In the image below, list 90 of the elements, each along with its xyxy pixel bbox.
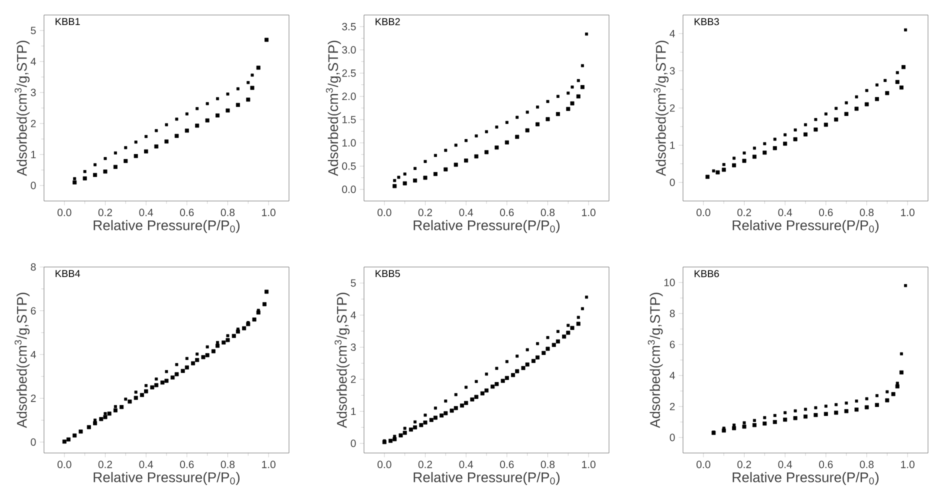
x-tick-label: 0.0 [378, 208, 392, 216]
y-tick-label: 3.0 [342, 46, 356, 54]
y-tick-label: 2 [30, 394, 36, 402]
y-tick-label: 2 [350, 376, 356, 383]
y-tick-label: 2 [670, 402, 675, 410]
y-tick-label: 8 [670, 310, 675, 318]
x-tick-label: 0.6 [180, 460, 194, 468]
x-tick-label: 1.0 [262, 460, 276, 468]
y-tick-label: 8 [30, 263, 36, 271]
y-tick-label: 0.5 [342, 162, 356, 170]
y-tick-label: 2.5 [342, 69, 356, 77]
x-tick-label: 1.0 [262, 208, 276, 216]
y-tick-label: 5 [350, 279, 356, 287]
x-tick-label: 0.4 [459, 208, 474, 216]
x-tick-label: 0.4 [139, 208, 154, 216]
x-tick-label: 0.6 [180, 208, 194, 216]
x-tick-label: 0.2 [418, 460, 432, 468]
x-tick-label: 0.0 [58, 460, 72, 468]
y-tick-label: 1 [31, 150, 36, 158]
y-tick-label: 10 [664, 278, 675, 286]
x-tick-label: 0.8 [220, 208, 235, 216]
x-tick-label: 0.6 [819, 460, 833, 468]
y-tick-label: 0 [350, 440, 356, 448]
x-axis-title: Relative Pressure(P/P$_{0}$) [732, 220, 879, 234]
y-tick-label: 0 [30, 182, 36, 190]
y-tick-label: 4 [670, 372, 675, 380]
y-tick-label: 4 [30, 58, 36, 66]
x-tick-label: 0.4 [459, 460, 474, 468]
y-tick-label: 4 [350, 312, 356, 319]
x-tick-label: 0.0 [58, 208, 72, 216]
x-axis-title: Relative Pressure(P/P$_{0}$) [414, 472, 560, 486]
y-tick-label: 3.5 [342, 22, 356, 30]
y-tick-label: 6 [670, 340, 675, 348]
x-tick-label: 0.8 [860, 208, 874, 216]
chart-title: KBB1 [56, 18, 80, 25]
x-tick-label: 0.2 [98, 208, 112, 216]
x-tick-label: 0.8 [220, 460, 235, 468]
chart-title: KBB3 [694, 18, 719, 26]
x-tick-label: 0.2 [737, 208, 751, 216]
y-tick-label: 1.0 [342, 139, 356, 147]
y-tick-label: 1 [351, 408, 356, 415]
y-axis-title: Adsorbed(cm$^{3}$/g,STP) [14, 40, 30, 176]
y-axis-title: Adsorbed(cm$^{3}$/g,STP) [334, 292, 350, 428]
x-tick-label: 0.6 [500, 460, 514, 468]
y-tick-label: 5 [30, 26, 36, 34]
x-tick-label: 0.2 [98, 460, 112, 468]
y-tick-label: 1.5 [342, 116, 356, 124]
y-axis-title: Adsorbed(cm$^{3}$/g,STP) [326, 40, 341, 176]
x-tick-label: 0.4 [778, 208, 792, 216]
x-tick-label: 0.4 [139, 460, 154, 468]
y-tick-label: 0 [30, 438, 36, 446]
y-axis-title: Adsorbed(cm$^{3}$/g,STP) [14, 292, 30, 428]
x-tick-label: 0.4 [778, 460, 792, 468]
x-tick-label: 1.0 [901, 208, 914, 216]
y-tick-label: 3 [30, 88, 36, 96]
y-tick-label: 2 [670, 104, 675, 112]
chart-title: KBB2 [376, 18, 400, 26]
y-tick-label: 2.0 [342, 92, 356, 100]
x-tick-label: 1.0 [582, 460, 596, 468]
y-axis-title: Adsorbed(cm$^{3}$/g,STP) [648, 292, 663, 428]
x-tick-label: 0.8 [860, 460, 874, 468]
y-tick-label: 1 [670, 142, 675, 149]
chart-title: KBB5 [376, 270, 400, 278]
x-tick-label: 1.0 [901, 460, 914, 468]
y-tick-label: 0 [670, 178, 675, 186]
chart-title: KBB4 [56, 270, 80, 277]
chart-title: KBB6 [694, 270, 719, 278]
y-tick-label: 4 [670, 30, 675, 38]
y-tick-label: 4 [30, 350, 36, 358]
x-tick-label: 0.8 [540, 208, 555, 216]
x-tick-label: 0.0 [696, 208, 710, 216]
x-tick-label: 1.0 [582, 208, 596, 216]
x-axis-title: Relative Pressure(P/P$_{0}$) [94, 220, 240, 234]
x-axis-title: Relative Pressure(P/P$_{0}$) [414, 220, 560, 234]
y-axis-title: Adsorbed(cm$^{3}$/g,STP) [654, 40, 669, 176]
y-tick-label: 3 [350, 343, 356, 351]
x-tick-label: 0.2 [418, 208, 432, 216]
y-tick-label: 2 [30, 120, 36, 128]
y-tick-label: 6 [30, 307, 36, 314]
x-tick-label: 0.0 [696, 460, 710, 468]
x-tick-label: 0.8 [540, 460, 555, 468]
x-tick-label: 0.6 [819, 208, 833, 216]
x-tick-label: 0.0 [378, 460, 392, 468]
x-axis-title: Relative Pressure(P/P$_{0}$) [94, 472, 240, 486]
y-tick-label: 3 [670, 67, 675, 75]
x-tick-label: 0.2 [737, 460, 751, 468]
y-tick-label: 0 [670, 434, 675, 442]
y-tick-label: 0.0 [342, 186, 356, 194]
x-tick-label: 0.6 [500, 208, 514, 216]
x-axis-title: Relative Pressure(P/P$_{0}$) [732, 472, 879, 486]
